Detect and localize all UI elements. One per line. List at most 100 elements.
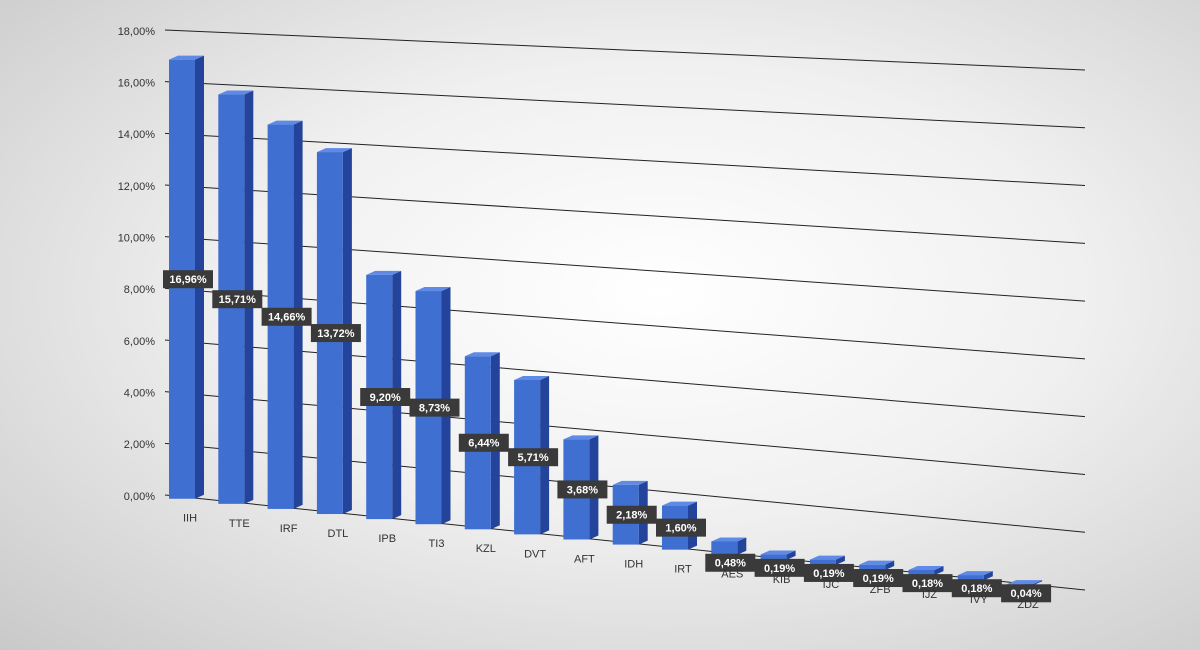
x-tick-label: ZDZ [1017, 599, 1039, 611]
value-label: 0,48% [715, 558, 746, 570]
value-label-bg [1001, 584, 1052, 603]
bar-top [267, 120, 303, 125]
bar [760, 554, 787, 560]
value-label-bg [508, 448, 559, 467]
value-label-bg [705, 553, 756, 572]
y-tick-label: 2,00% [124, 439, 155, 451]
value-label: 0,04% [1010, 588, 1041, 600]
y-tick-label: 12,00% [118, 181, 156, 193]
value-label: 0,18% [912, 578, 943, 590]
value-label: 5,71% [517, 452, 548, 464]
y-tick-label: 18,00% [118, 26, 156, 38]
y-tick-label: 14,00% [118, 129, 156, 141]
grid-line [164, 339, 1086, 418]
grid-line [164, 81, 1086, 129]
x-tick-label: TTE [229, 518, 250, 530]
value-label: 13,72% [317, 328, 355, 340]
x-tick-label: IJC [823, 579, 840, 591]
x-tick-label: KZL [476, 543, 496, 555]
value-label: 8,73% [419, 403, 450, 415]
bar-top [957, 571, 993, 576]
value-label-bg [853, 569, 904, 588]
y-tick-label: 16,00% [118, 78, 156, 90]
value-label-bg [261, 307, 312, 326]
bar-top [809, 555, 845, 560]
bar-top [662, 501, 697, 506]
x-tick-label: IPB [378, 533, 396, 545]
bar-top [514, 376, 550, 381]
y-tick-label: 10,00% [118, 233, 156, 245]
y-tick-label: 4,00% [124, 388, 155, 400]
value-label-bg [212, 290, 263, 309]
value-label: 2,18% [616, 510, 647, 522]
bar-side [885, 560, 895, 571]
x-tick-label: DVT [524, 548, 546, 560]
bar-top [760, 550, 796, 555]
x-tick-label: IVY [970, 594, 988, 606]
y-tick-label: 6,00% [124, 336, 155, 348]
value-label: 9,20% [370, 392, 401, 404]
bar-top [563, 435, 599, 440]
value-label-bg [458, 433, 509, 452]
x-tick-label: IIH [183, 513, 197, 525]
bar-side [786, 550, 796, 560]
bar [957, 575, 984, 581]
y-tick-label: 0,00% [124, 491, 155, 503]
bar-top [859, 560, 895, 565]
bar-top [1007, 580, 1043, 585]
x-tick-label: IJZ [922, 589, 938, 601]
y-tick-label: 8,00% [124, 284, 155, 296]
x-tick-label: IDH [624, 558, 643, 570]
grid-line [164, 29, 1086, 71]
x-tick-label: ZFB [870, 584, 891, 596]
x-tick-label: DTL [328, 528, 349, 540]
value-label: 0,19% [863, 573, 894, 585]
value-label: 0,18% [961, 583, 992, 595]
x-tick-label: IRT [674, 564, 692, 576]
value-label-bg [163, 270, 213, 289]
value-label-bg [409, 398, 460, 417]
bar-side [934, 566, 944, 576]
bar [859, 564, 886, 571]
value-label: 16,96% [169, 274, 207, 286]
bar [809, 559, 836, 565]
value-label: 14,66% [268, 312, 306, 324]
x-tick-label: AFT [574, 553, 595, 565]
value-label-bg [803, 563, 854, 582]
value-label: 15,71% [219, 294, 257, 306]
bar [711, 541, 738, 555]
value-label-bg [656, 518, 706, 537]
bar-top [366, 270, 402, 275]
bar-side [737, 537, 747, 555]
value-label-bg [310, 324, 361, 343]
bar-top [316, 148, 352, 153]
value-label-bg [754, 558, 805, 577]
bar-side [1033, 580, 1043, 586]
bar-top [908, 566, 944, 571]
bar-top [169, 55, 204, 60]
x-tick-label: AES [721, 569, 743, 581]
value-label-bg [557, 480, 608, 499]
x-tick-label: KIB [773, 574, 791, 586]
x-tick-label: TI3 [429, 538, 445, 550]
value-label: 0,19% [764, 563, 795, 575]
value-label: 6,44% [468, 438, 499, 450]
grid-line [164, 391, 1086, 475]
bar-side [983, 571, 993, 581]
bar-top [711, 537, 747, 542]
bar-top [612, 480, 648, 485]
value-label: 0,19% [813, 568, 844, 580]
bar-side [835, 555, 845, 565]
bar [908, 570, 935, 576]
x-tick-label: IRF [280, 523, 298, 535]
bar-top [415, 287, 451, 292]
value-label-bg [951, 579, 1002, 598]
bar-top [218, 90, 254, 95]
grid-line [164, 132, 1086, 187]
grid-line [164, 236, 1086, 302]
grid-line [164, 184, 1086, 244]
value-label: 3,68% [567, 484, 598, 496]
bar-top [464, 352, 500, 357]
value-label-bg [902, 574, 953, 593]
